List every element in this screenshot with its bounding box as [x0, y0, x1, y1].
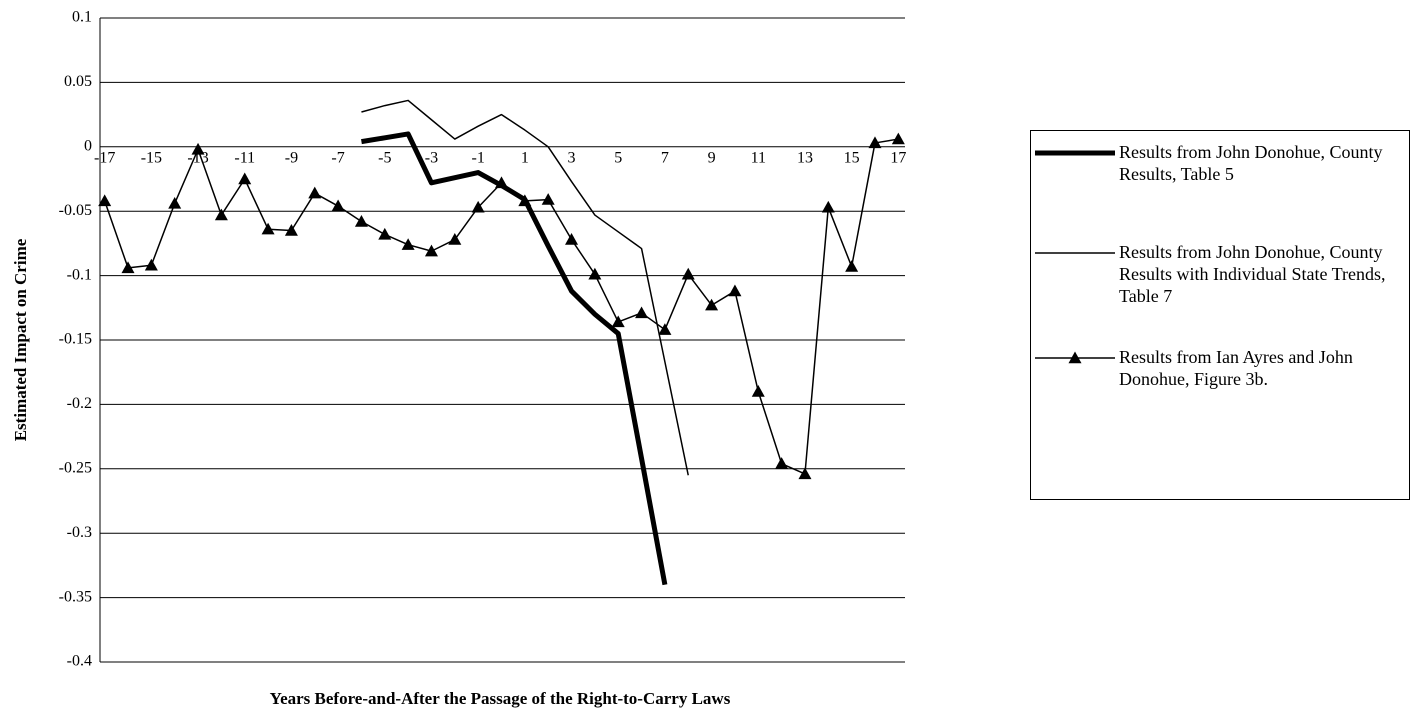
x-tick-label: 9	[708, 149, 716, 166]
legend-swatch	[1035, 252, 1115, 254]
legend-entry: Results from John Donohue, County Result…	[1031, 241, 1409, 307]
marker	[98, 194, 112, 207]
legend-entry: Results from John Donohue, County Result…	[1031, 141, 1409, 185]
marker	[565, 233, 579, 245]
marker	[401, 238, 415, 250]
x-tick-label: -3	[425, 149, 438, 166]
x-tick-label: 3	[568, 149, 576, 166]
y-tick-label: -0.4	[67, 653, 92, 670]
marker	[308, 186, 322, 199]
y-tick-label: -0.05	[59, 202, 92, 219]
legend-swatch	[1035, 351, 1115, 364]
y-tick-label: 0	[84, 137, 92, 154]
legend: Results from John Donohue, County Result…	[1030, 130, 1410, 500]
x-tick-label: -11	[234, 149, 255, 166]
series-line	[361, 99, 689, 476]
y-axis-title: Estimated Impact on Crime	[11, 238, 30, 441]
series-line	[361, 131, 668, 586]
marker	[728, 284, 742, 297]
x-tick-label: 1	[521, 149, 529, 166]
marker	[471, 200, 485, 213]
marker	[658, 323, 672, 335]
marker	[635, 306, 649, 319]
marker	[798, 467, 812, 480]
marker	[868, 136, 882, 149]
x-tick-label: -9	[285, 149, 298, 166]
x-tick-label: 11	[751, 149, 766, 166]
x-tick-label: 7	[661, 149, 669, 166]
marker	[354, 215, 368, 227]
marker	[541, 193, 555, 205]
marker	[214, 208, 228, 221]
legend-entry: Results from Ian Ayres and John Donohue,…	[1031, 346, 1409, 390]
x-tick-label: -1	[471, 149, 484, 166]
marker	[845, 260, 859, 272]
marker	[705, 298, 719, 311]
marker	[751, 385, 765, 397]
x-axis-title: Years Before-and-After the Passage of th…	[270, 689, 731, 708]
x-tick-label: 13	[797, 149, 813, 166]
y-tick-label: -0.1	[67, 266, 92, 283]
legend-marker	[1068, 351, 1082, 364]
marker	[775, 457, 789, 469]
marker	[238, 172, 252, 185]
marker	[588, 267, 602, 280]
x-tick-label: -5	[378, 149, 391, 166]
marker	[495, 176, 508, 189]
legend-swatch	[1035, 150, 1115, 156]
marker	[191, 142, 205, 155]
marker	[121, 261, 135, 274]
marker	[681, 267, 695, 280]
y-tick-label: -0.35	[59, 588, 92, 605]
marker	[378, 227, 392, 240]
y-tick-label: -0.15	[59, 331, 92, 348]
marker	[261, 222, 275, 235]
marker	[424, 244, 438, 257]
marker	[331, 199, 345, 212]
marker	[518, 194, 532, 207]
x-tick-label: -15	[141, 149, 162, 166]
marker	[611, 315, 625, 328]
marker	[144, 258, 158, 271]
marker	[891, 132, 905, 145]
x-tick-label: 15	[844, 149, 860, 166]
marker	[821, 200, 835, 213]
y-tick-label: -0.2	[67, 395, 92, 412]
x-tick-label: -7	[331, 149, 344, 166]
marker	[448, 233, 462, 245]
marker	[284, 224, 298, 236]
y-tick-label: -0.25	[59, 459, 92, 476]
y-tick-label: -0.3	[67, 524, 92, 541]
y-tick-label: 0.05	[64, 73, 92, 90]
x-tick-label: -17	[94, 149, 115, 166]
x-tick-label: 5	[614, 149, 622, 166]
legend-label: Results from John Donohue, County Result…	[1119, 142, 1383, 184]
marker	[168, 196, 182, 209]
series-line	[103, 138, 899, 475]
legend-label: Results from Ian Ayres and John Donohue,…	[1119, 347, 1353, 389]
legend-label: Results from John Donohue, County Result…	[1119, 242, 1386, 306]
y-tick-label: 0.1	[72, 9, 92, 26]
x-tick-label: 17	[890, 149, 906, 166]
